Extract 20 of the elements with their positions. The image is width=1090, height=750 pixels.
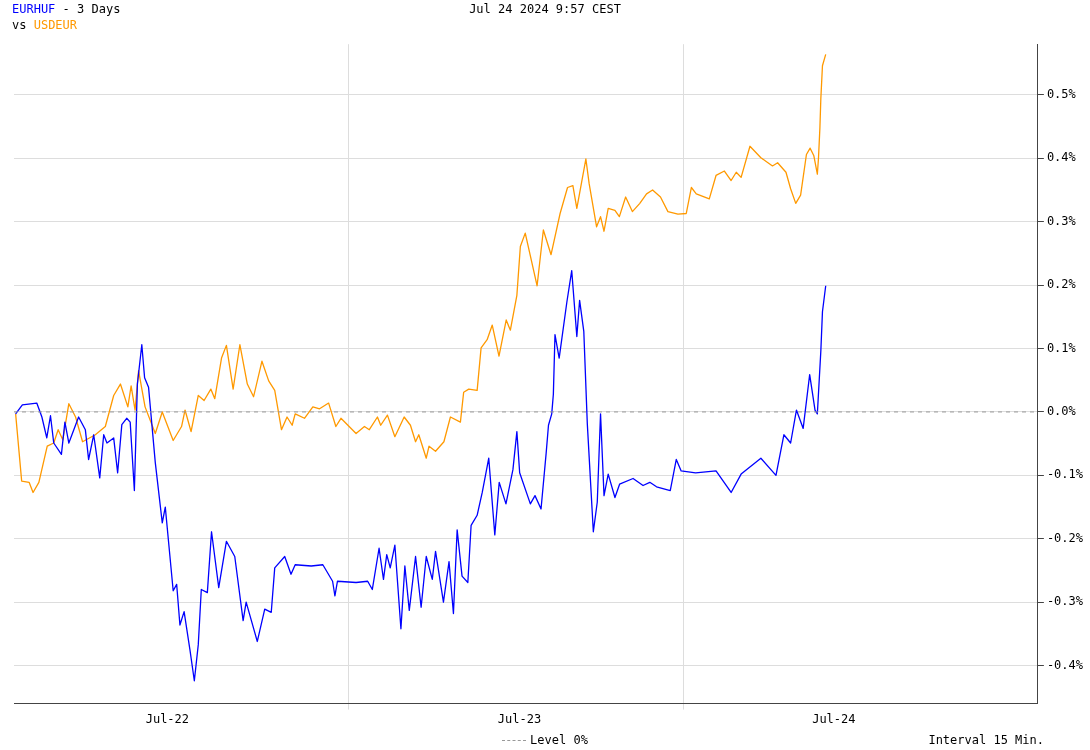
y-tick-label: 0.0% xyxy=(1046,404,1077,419)
y-tick-label: 0.4% xyxy=(1046,150,1077,165)
legend-title: vs xyxy=(12,18,27,32)
y-tick-label: 0.1% xyxy=(1046,340,1077,355)
chart-subtitle: Jul 24 2024 9:57 CEST xyxy=(469,2,621,16)
x-tick-label: Jul-22 xyxy=(145,711,190,726)
x-tick-label: Jul-24 xyxy=(812,711,856,726)
text: EURHUF xyxy=(12,2,56,16)
y-tick-label: 0.2% xyxy=(1046,277,1077,292)
y-tick-label: -0.2% xyxy=(1046,530,1084,545)
y-tick-label: 0.3% xyxy=(1046,213,1077,228)
text: Interval 15 Min. xyxy=(928,733,1044,747)
legend-label: Level 0% xyxy=(530,733,588,747)
x-tick-label: Jul-23 xyxy=(497,711,542,726)
chart-title: - 3 Days xyxy=(62,2,121,16)
y-tick-label: -0.1% xyxy=(1046,467,1084,482)
y-tick-label: 0.5% xyxy=(1046,87,1077,102)
y-tick-label: -0.3% xyxy=(1046,594,1084,609)
y-tick-label: -0.4% xyxy=(1046,657,1084,672)
text: USDEUR xyxy=(33,18,78,32)
